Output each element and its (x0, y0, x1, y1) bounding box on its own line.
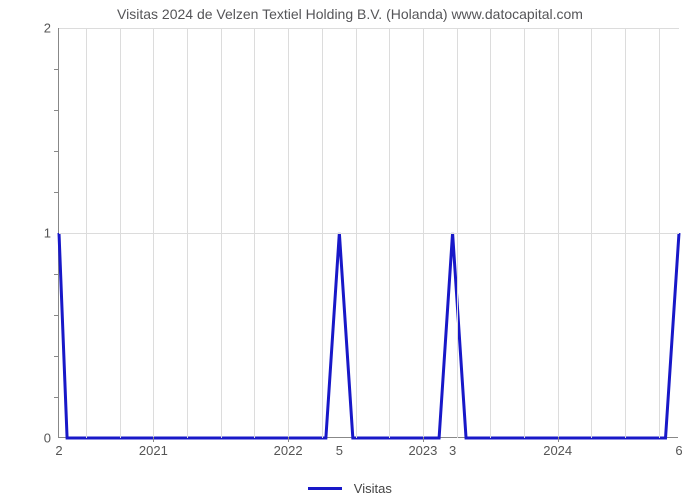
peak-value-label: 5 (336, 437, 343, 458)
peak-value-label: 3 (449, 437, 456, 458)
legend-label: Visitas (354, 481, 392, 496)
peak-value-label: 6 (675, 437, 682, 458)
y-tick-label: 2 (44, 21, 59, 36)
legend-swatch (308, 487, 342, 490)
x-tick-label: 2021 (139, 437, 168, 458)
y-minor-tick (54, 69, 59, 70)
y-minor-tick (54, 192, 59, 193)
y-minor-tick (54, 356, 59, 357)
plot-area: 01220212022202320242536 (58, 28, 678, 438)
y-minor-tick (54, 274, 59, 275)
x-tick-label: 2022 (274, 437, 303, 458)
chart-title: Visitas 2024 de Velzen Textiel Holding B… (0, 6, 700, 22)
gridline-horizontal (59, 28, 679, 29)
peak-value-label: 2 (55, 437, 62, 458)
x-tick-label: 2023 (408, 437, 437, 458)
series-polyline (59, 233, 679, 438)
chart-container: { "chart": { "type": "line", "title": "V… (0, 0, 700, 500)
legend: Visitas (0, 480, 700, 496)
y-minor-tick (54, 397, 59, 398)
y-minor-tick (54, 315, 59, 316)
y-tick-label: 1 (44, 226, 59, 241)
y-minor-tick (54, 151, 59, 152)
gridline-horizontal (59, 233, 679, 234)
y-minor-tick (54, 110, 59, 111)
x-tick-label: 2024 (543, 437, 572, 458)
